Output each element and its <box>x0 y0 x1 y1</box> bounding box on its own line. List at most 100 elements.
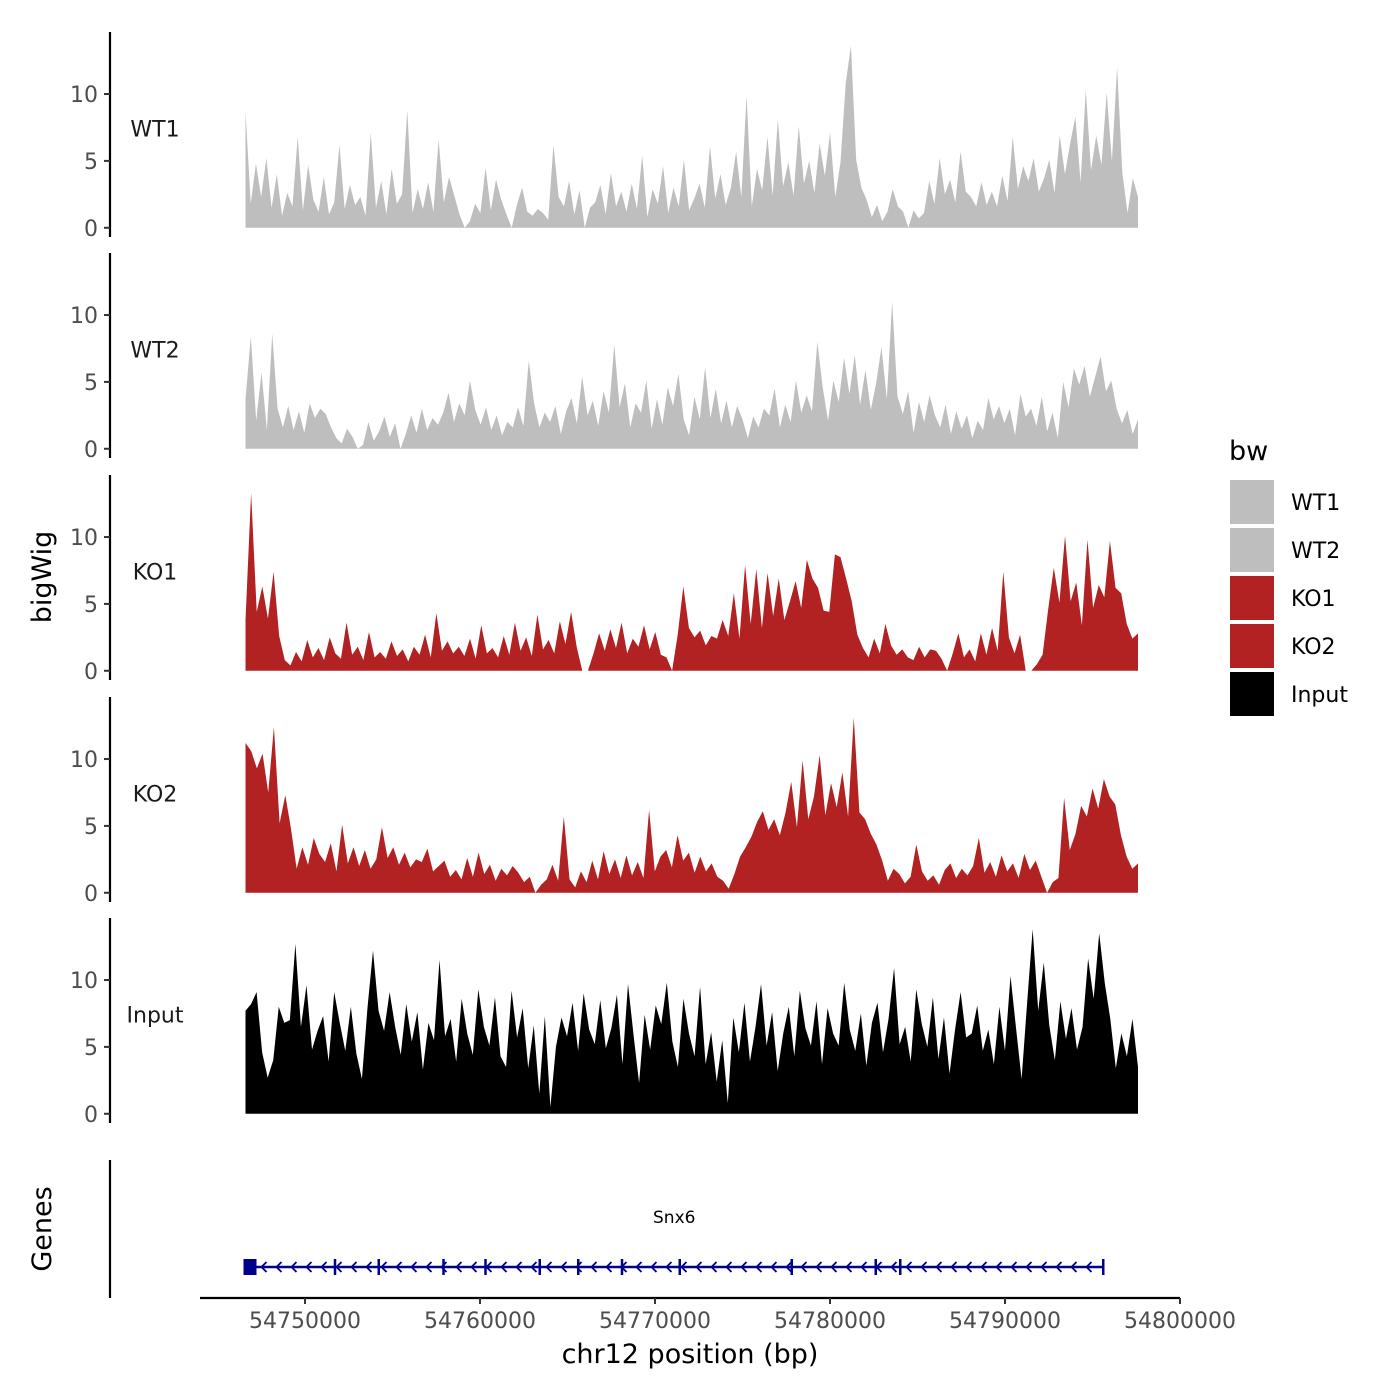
strand-arrow <box>425 1261 433 1273</box>
y-tick-label: 10 <box>70 304 98 329</box>
y-axis-title: bigWig <box>27 531 58 624</box>
bigwig-tracks: 0 5 10 WT1 0 5 10 WT2 0 5 10 KO1 0 5 10 KO2 0 5 10 Input <box>70 32 1138 1128</box>
strand-arrow <box>680 1261 688 1273</box>
x-axis-title: chr12 position (bp) <box>562 1339 819 1370</box>
strand-arrow <box>605 1261 613 1273</box>
y-tick-label: 5 <box>84 371 98 396</box>
x-tick-label: 54790000 <box>949 1309 1061 1334</box>
track-ko2: 0 5 10 KO2 <box>70 697 1138 907</box>
track-label-wt2: WT2 <box>130 339 179 364</box>
strand-arrow <box>635 1261 643 1273</box>
strand-arrow <box>1070 1261 1078 1273</box>
strand-arrow <box>815 1261 823 1273</box>
gene-exon <box>243 1259 257 1275</box>
strand-arrow <box>695 1261 703 1273</box>
y-tick-label: 0 <box>84 438 98 463</box>
x-tick-label: 54770000 <box>599 1309 711 1334</box>
strand-arrow <box>1025 1261 1033 1273</box>
strand-arrow <box>590 1261 598 1273</box>
strand-arrow <box>410 1261 418 1273</box>
x-tick-label: 54750000 <box>249 1309 361 1334</box>
strand-arrow <box>740 1261 748 1273</box>
legend: bw WT1 WT2 KO1 KO2 Input <box>1229 436 1348 716</box>
y-tick-label: 5 <box>84 593 98 618</box>
y-tick-label: 0 <box>84 217 98 242</box>
strand-arrow <box>380 1261 388 1273</box>
strand-arrow <box>710 1261 718 1273</box>
strand-arrow <box>950 1261 958 1273</box>
y-tick-label: 5 <box>84 1036 98 1061</box>
gene-exon <box>790 1259 793 1275</box>
y-tick-label: 10 <box>70 748 98 773</box>
track-ko1: 0 5 10 KO1 <box>70 475 1138 685</box>
strand-arrow <box>1055 1261 1063 1273</box>
strand-arrow <box>470 1261 478 1273</box>
gene-exon <box>620 1259 624 1275</box>
strand-arrow <box>335 1261 343 1273</box>
legend-label-ko1: KO1 <box>1291 587 1336 612</box>
strand-arrow <box>830 1261 838 1273</box>
coverage-area-input <box>245 929 1138 1114</box>
y-tick-label: 10 <box>70 83 98 108</box>
strand-arrow <box>800 1261 808 1273</box>
y-tick-label: 5 <box>84 150 98 175</box>
strand-arrow <box>560 1261 568 1273</box>
x-tick-label: 54780000 <box>774 1309 886 1334</box>
track-label-wt1: WT1 <box>130 118 179 143</box>
strand-arrow <box>320 1261 328 1273</box>
y-tick-label: 0 <box>84 882 98 907</box>
strand-arrow <box>350 1261 358 1273</box>
strand-arrow <box>785 1261 793 1273</box>
x-tick-label: 54800000 <box>1124 1309 1236 1334</box>
gene-exon <box>484 1259 487 1275</box>
x-tick-label: 54760000 <box>424 1309 536 1334</box>
strand-arrow <box>515 1261 523 1273</box>
strand-arrow <box>290 1261 298 1273</box>
strand-arrow <box>665 1261 673 1273</box>
strand-arrow <box>1040 1261 1048 1273</box>
legend-key-ko2 <box>1230 624 1274 668</box>
legend-key-ko1 <box>1230 576 1274 620</box>
y-tick-label: 10 <box>70 969 98 994</box>
y-tick-label: 5 <box>84 815 98 840</box>
y-tick-label: 10 <box>70 526 98 551</box>
gene-track: Snx6 <box>108 1160 1105 1298</box>
coverage-area-ko1 <box>245 492 1138 671</box>
strand-arrow <box>1085 1261 1093 1273</box>
strand-arrow <box>920 1261 928 1273</box>
gene-exon <box>333 1259 337 1275</box>
coverage-area-wt1 <box>245 45 1138 228</box>
gene-exon <box>538 1259 541 1275</box>
legend-label-wt2: WT2 <box>1291 539 1340 564</box>
strand-arrow <box>395 1261 403 1273</box>
legend-title: bw <box>1229 436 1268 467</box>
genes-axis-title: Genes <box>27 1186 58 1271</box>
gene-exon <box>874 1259 877 1275</box>
strand-arrow <box>530 1261 538 1273</box>
legend-key-wt2 <box>1230 528 1274 572</box>
strand-arrow <box>365 1261 373 1273</box>
legend-label-ko2: KO2 <box>1291 635 1336 660</box>
gene-label: Snx6 <box>653 1208 695 1228</box>
x-axis: 54750000 54760000 54770000 54780000 54790000… <box>200 1296 1236 1334</box>
gene-exon <box>899 1259 902 1275</box>
gene-exon <box>1102 1259 1105 1275</box>
coverage-area-wt2 <box>245 301 1138 449</box>
strand-arrow <box>455 1261 463 1273</box>
legend-label-input: Input <box>1291 683 1348 708</box>
strand-arrow <box>965 1261 973 1273</box>
y-tick-label: 0 <box>84 660 98 685</box>
track-label-input: Input <box>127 1004 184 1029</box>
legend-label-wt1: WT1 <box>1291 491 1340 516</box>
strand-arrow <box>575 1261 583 1273</box>
strand-arrow <box>845 1261 853 1273</box>
strand-arrow <box>890 1261 898 1273</box>
strand-arrow <box>500 1261 508 1273</box>
strand-arrow <box>860 1261 868 1273</box>
strand-arrow <box>440 1261 448 1273</box>
gene-exon <box>678 1259 681 1275</box>
strand-arrow <box>1010 1261 1018 1273</box>
strand-arrow <box>770 1261 778 1273</box>
strand-arrow <box>545 1261 553 1273</box>
legend-key-input <box>1230 672 1274 716</box>
